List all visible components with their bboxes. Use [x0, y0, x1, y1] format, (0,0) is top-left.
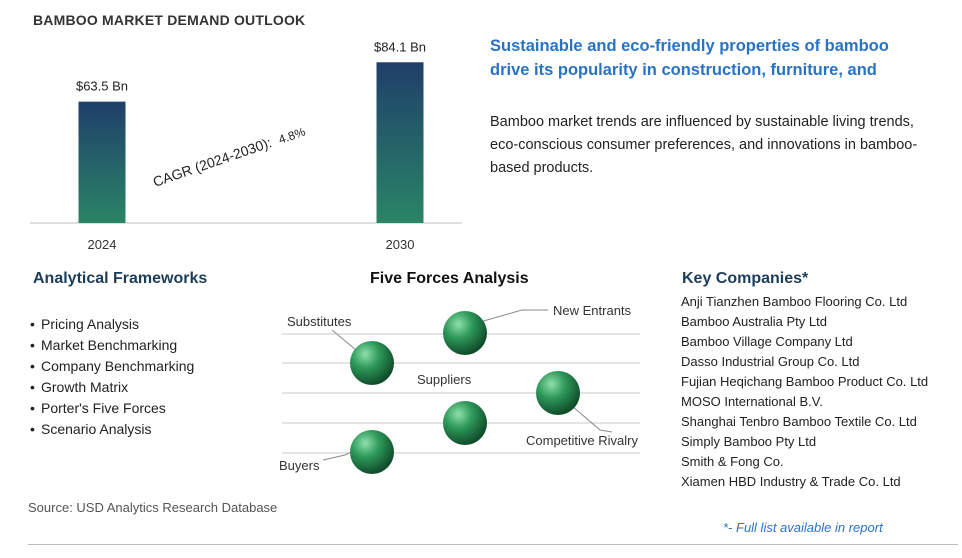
company-item: Smith & Fong Co.	[681, 454, 784, 469]
suppliers-sphere-icon	[443, 401, 487, 445]
company-item: Dasso Industrial Group Co. Ltd	[681, 354, 860, 369]
summary-paragraph: Bamboo market trends are influenced by s…	[490, 114, 918, 176]
bar-value-label: $63.5 Bn	[76, 79, 128, 94]
force-label-suppliers: Suppliers	[417, 372, 472, 387]
bottom-divider	[28, 544, 958, 545]
company-item: Shanghai Tenbro Bamboo Textile Co. Ltd	[681, 414, 917, 429]
substitutes-sphere-icon	[350, 341, 394, 385]
bar-2030	[376, 62, 424, 223]
source-note: Source: USD Analytics Research Database	[28, 500, 278, 515]
frameworks-title: Analytical Frameworks	[33, 270, 208, 287]
full-list-note: *- Full list available in report	[723, 520, 883, 535]
company-item: Xiamen HBD Industry & Trade Co. Ltd	[681, 474, 901, 489]
buyers-sphere-icon	[350, 430, 394, 474]
force-label-competitive-rivalry: Competitive Rivalry	[526, 433, 638, 448]
framework-item: Market Benchmarking	[30, 335, 194, 356]
bar-value-label: $84.1 Bn	[374, 39, 426, 54]
company-item: MOSO International B.V.	[681, 394, 823, 409]
framework-item: Growth Matrix	[30, 377, 194, 398]
company-item: Anji Tianzhen Bamboo Flooring Co. Ltd	[681, 294, 908, 309]
x-tick-label: 2024	[88, 237, 117, 252]
framework-item: Company Benchmarking	[30, 356, 194, 377]
key-companies-title: Key Companies*	[682, 270, 809, 287]
key-companies-list: Anji Tianzhen Bamboo Flooring Co. Ltd Ba…	[681, 292, 943, 492]
chart-title: BAMBOO MARKET DEMAND OUTLOOK	[33, 12, 306, 28]
five-forces-title: Five Forces Analysis	[370, 270, 529, 287]
framework-item: Scenario Analysis	[30, 419, 194, 440]
framework-item: Porter's Five Forces	[30, 398, 194, 419]
company-item: Fujian Heqichang Bamboo Product Co. Ltd	[681, 374, 929, 389]
x-tick-label: 2030	[386, 237, 415, 252]
force-label-buyers: Buyers	[279, 458, 320, 473]
force-label-new-entrants: New Entrants	[553, 303, 632, 318]
frameworks-list: Pricing Analysis Market Benchmarking Com…	[30, 314, 194, 440]
new-entrants-sphere-icon	[443, 311, 487, 355]
company-item: Simply Bamboo Pty Ltd	[681, 434, 817, 449]
force-label-substitutes: Substitutes	[287, 314, 352, 329]
company-item: Bamboo Village Company Ltd	[681, 334, 853, 349]
competitive-rivalry-sphere-icon	[536, 371, 580, 415]
headline: Sustainable and eco-friendly properties …	[490, 37, 889, 79]
company-item: Bamboo Australia Pty Ltd	[681, 314, 827, 329]
bar-2024	[78, 101, 126, 223]
framework-item: Pricing Analysis	[30, 314, 194, 335]
